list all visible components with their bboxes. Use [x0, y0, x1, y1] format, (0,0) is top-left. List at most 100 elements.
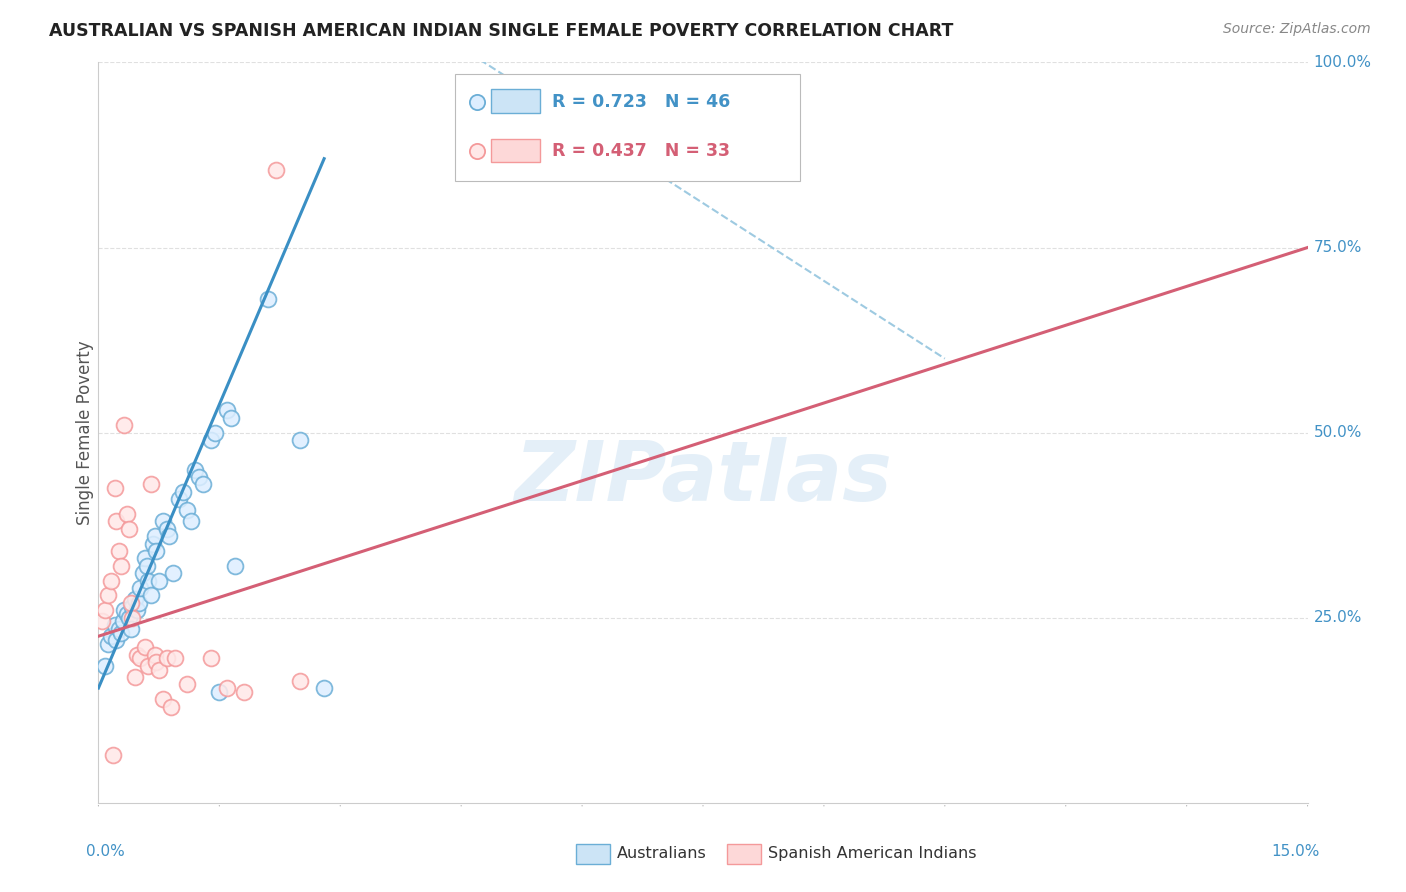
Point	[224, 558, 246, 573]
Text: ZIPatlas: ZIPatlas	[515, 436, 891, 517]
Point	[188, 470, 211, 484]
Point	[120, 596, 142, 610]
Point	[145, 544, 167, 558]
Point	[314, 681, 336, 695]
Point	[135, 558, 157, 573]
Point	[139, 477, 162, 491]
Point	[232, 685, 254, 699]
Point	[176, 677, 198, 691]
Point	[172, 484, 194, 499]
Point	[110, 558, 132, 573]
Text: 75.0%: 75.0%	[1313, 240, 1362, 255]
Bar	[576, 844, 610, 863]
Point	[97, 637, 120, 651]
Point	[118, 610, 141, 624]
Point	[111, 615, 134, 629]
Point	[156, 651, 179, 665]
Point	[101, 747, 124, 762]
Point	[134, 551, 156, 566]
Point	[103, 481, 125, 495]
Point	[143, 529, 166, 543]
Bar	[492, 89, 540, 112]
Point	[121, 599, 143, 614]
Text: Source: ZipAtlas.com: Source: ZipAtlas.com	[1223, 22, 1371, 37]
Point	[127, 648, 149, 662]
Point	[148, 663, 170, 677]
Point	[110, 625, 132, 640]
Point	[167, 492, 190, 507]
Point	[217, 403, 239, 417]
Point	[105, 515, 128, 529]
Point	[100, 574, 122, 588]
Point	[112, 418, 135, 433]
Point	[91, 615, 114, 629]
Text: Australians: Australians	[617, 846, 707, 861]
Point	[204, 425, 226, 440]
Point	[128, 596, 150, 610]
Point	[162, 566, 184, 581]
Point	[112, 145, 135, 159]
Point	[157, 529, 180, 543]
Point	[134, 640, 156, 655]
Point	[160, 699, 183, 714]
Point	[138, 574, 160, 588]
Point	[217, 681, 239, 695]
Point	[118, 522, 141, 536]
Point	[200, 433, 222, 447]
Text: AUSTRALIAN VS SPANISH AMERICAN INDIAN SINGLE FEMALE POVERTY CORRELATION CHART: AUSTRALIAN VS SPANISH AMERICAN INDIAN SI…	[49, 22, 953, 40]
Point	[112, 603, 135, 617]
Y-axis label: Single Female Poverty: Single Female Poverty	[76, 341, 94, 524]
Bar	[727, 844, 761, 863]
Text: 25.0%: 25.0%	[1313, 610, 1362, 625]
Point	[221, 410, 243, 425]
Point	[288, 673, 311, 688]
Point	[115, 507, 138, 521]
Point	[145, 655, 167, 669]
Point	[184, 462, 207, 476]
Point	[163, 651, 186, 665]
Text: 100.0%: 100.0%	[1313, 55, 1372, 70]
Point	[193, 477, 215, 491]
Point	[107, 622, 129, 636]
Point	[94, 658, 117, 673]
Text: Spanish American Indians: Spanish American Indians	[768, 846, 977, 861]
FancyBboxPatch shape	[456, 73, 800, 181]
Point	[264, 162, 287, 177]
Point	[156, 522, 179, 536]
Point	[200, 651, 222, 665]
Text: 15.0%: 15.0%	[1271, 844, 1320, 858]
Text: R = 0.723   N = 46: R = 0.723 N = 46	[551, 93, 730, 111]
Point	[152, 515, 174, 529]
Point	[256, 293, 278, 307]
Point	[97, 589, 120, 603]
Point	[288, 433, 311, 447]
Point	[138, 658, 160, 673]
Point	[129, 651, 152, 665]
Point	[176, 503, 198, 517]
Point	[107, 544, 129, 558]
Point	[143, 648, 166, 662]
Text: 50.0%: 50.0%	[1313, 425, 1362, 440]
Text: 0.0%: 0.0%	[86, 844, 125, 858]
Point	[121, 610, 143, 624]
Point	[180, 515, 202, 529]
Point	[208, 685, 231, 699]
Point	[148, 574, 170, 588]
Point	[100, 629, 122, 643]
Point	[124, 670, 146, 684]
Text: R = 0.437   N = 33: R = 0.437 N = 33	[551, 143, 730, 161]
Point	[152, 692, 174, 706]
Point	[129, 581, 152, 595]
Point	[120, 622, 142, 636]
Point	[105, 632, 128, 647]
Point	[103, 618, 125, 632]
Point	[115, 607, 138, 621]
Point	[132, 566, 155, 581]
Point	[142, 536, 165, 550]
Point	[124, 592, 146, 607]
Point	[112, 95, 135, 109]
Point	[127, 603, 149, 617]
Point	[94, 603, 117, 617]
Point	[139, 589, 162, 603]
Bar	[492, 138, 540, 162]
